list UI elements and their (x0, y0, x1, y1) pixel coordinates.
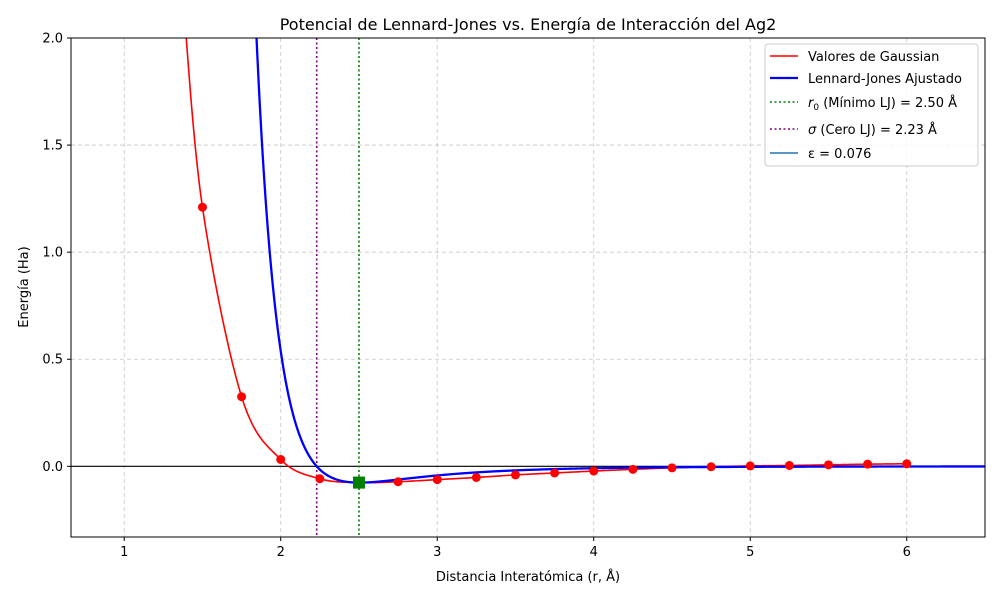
x-tick-label: 3 (433, 545, 441, 560)
gaussian-point (432, 475, 442, 485)
x-axis-title: Distancia Interatómica (r, Å) (436, 569, 620, 585)
gaussian-point (863, 459, 873, 469)
legend-box (764, 43, 979, 167)
gaussian-point (276, 454, 286, 464)
legend-symbol: σ (808, 123, 817, 138)
gaussian-point (510, 470, 520, 480)
gaussian-point (393, 477, 403, 487)
y-tick-label: 2.0 (42, 32, 63, 47)
gaussian-point (315, 474, 325, 484)
x-tick-label: 4 (590, 545, 598, 560)
plot-area: 1 2 3 4 5 6 0.0 0.5 1.0 1.5 2.0 (42, 32, 986, 560)
gaussian-point (237, 392, 247, 402)
y-tick-label: 1.0 (42, 246, 63, 261)
legend-label-text: (Mínimo LJ) = 2.50 Å (819, 95, 957, 111)
gaussian-point (823, 460, 833, 470)
y-tick-label: 1.5 (42, 139, 63, 154)
legend: Valores de Gaussian Lennard-Jones Ajustad… (764, 43, 979, 167)
legend-label: ε = 0.076 (808, 147, 871, 162)
legend-symbol: r (808, 96, 815, 111)
plot-frame (70, 37, 986, 538)
legend-label: Valores de Gaussian (808, 50, 939, 65)
gaussian-point (589, 466, 599, 476)
chart-title: Potencial de Lennard-Jones vs. Energía d… (280, 15, 777, 34)
legend-label: Lennard-Jones Ajustado (808, 72, 962, 87)
plot-clipped-group (185, 38, 985, 537)
gaussian-curve (185, 38, 907, 484)
minimum-marker (352, 476, 365, 489)
legend-label: r0 (Mínimo LJ) = 2.50 Å (808, 95, 957, 113)
legend-label: σ (Cero LJ) = 2.23 Å (808, 122, 937, 138)
x-tick-label: 2 (277, 545, 285, 560)
x-tick-label: 6 (903, 545, 911, 560)
y-tick-label: 0.5 (42, 353, 63, 368)
gaussian-point (902, 459, 912, 469)
gaussian-point (784, 460, 794, 470)
y-tick-label: 0.0 (42, 460, 63, 475)
lennard-jones-curve (255, 38, 985, 484)
legend-label-text: (Cero LJ) = 2.23 Å (816, 122, 937, 138)
y-axis-title: Energía (Ha) (17, 246, 32, 327)
gaussian-point (197, 202, 207, 212)
gaussian-point (745, 461, 755, 471)
gaussian-point (706, 462, 716, 472)
x-tick-label: 5 (746, 545, 754, 560)
gaussian-point (667, 463, 677, 473)
legend-subscript: 0 (813, 103, 819, 113)
gaussian-point (471, 472, 481, 482)
x-tick-label: 1 (120, 545, 128, 560)
gaussian-point (550, 468, 560, 478)
gaussian-point (628, 464, 638, 474)
